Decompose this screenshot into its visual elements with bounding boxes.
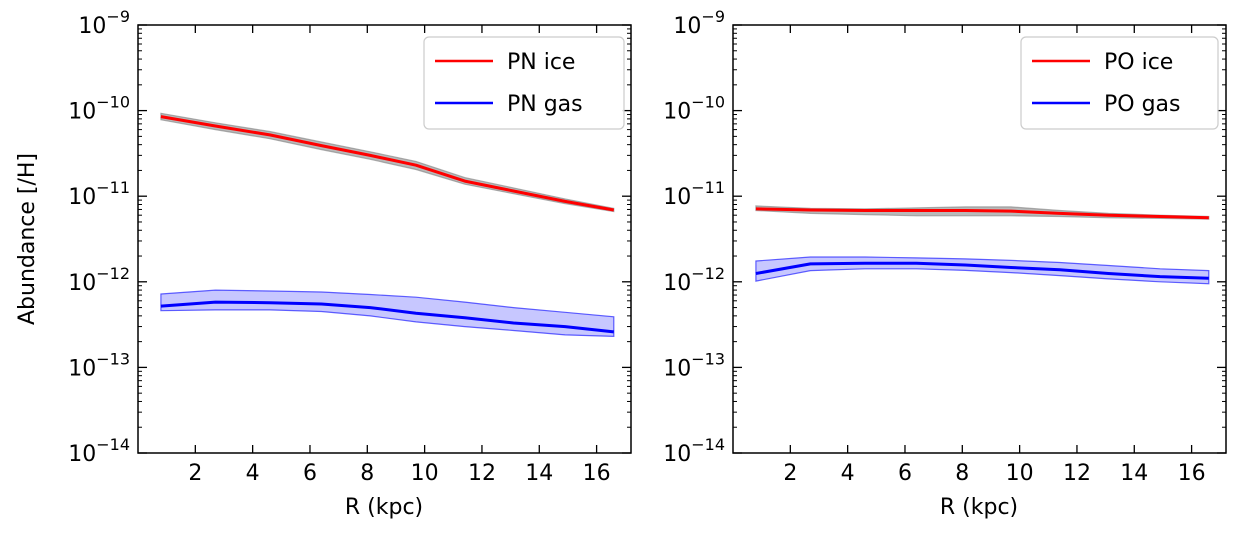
left-x-tick-label: 10 (411, 461, 439, 486)
right-y-tick-label: 10−11 (663, 178, 725, 210)
left-legend-entry-pn-gas: PN gas (507, 92, 583, 117)
left-x-tick-label: 16 (583, 461, 611, 486)
left-y-tick-label: 10−12 (68, 264, 130, 296)
right-x-axis-label: R (kpc) (940, 495, 1018, 520)
right-x-tick-label: 8 (955, 461, 969, 486)
right-y-tick-label: 10−9 (673, 7, 725, 39)
left-y-tick-label: 10−11 (68, 178, 130, 210)
left-y-tick-label: 10−10 (68, 93, 130, 125)
left-x-tick-label: 2 (188, 461, 202, 486)
left-y-tick-label: 10−14 (68, 435, 130, 467)
left-y-tick-label: 10−13 (68, 349, 130, 381)
right-legend-entry-po-ice: PO ice (1104, 50, 1173, 75)
right-po-ice-line (755, 207, 1209, 220)
left-legend: PN ice PN gas (423, 36, 625, 130)
left-legend-entry-pn-ice: PN ice (507, 50, 575, 75)
right-x-tick-label: 6 (898, 461, 912, 486)
left-x-axis-label: R (kpc) (345, 495, 423, 520)
right-legend: PO ice PO gas (1020, 36, 1219, 130)
right-po-gas-line (755, 261, 1209, 280)
left-pn-gas-band (160, 289, 615, 338)
right-x-tick-label: 12 (1063, 461, 1091, 486)
left-lines (160, 115, 615, 334)
right-x-tick-label: 16 (1178, 461, 1206, 486)
right-x-tick-label: 4 (841, 461, 855, 486)
left-plot-frame (137, 24, 632, 454)
left-pn-gas-line (160, 300, 614, 334)
left-x-tick-label: 12 (468, 461, 496, 486)
right-y-tick-label: 10−13 (663, 349, 725, 381)
left-x-tick-label: 4 (246, 461, 260, 486)
right-y-tick-label: 10−14 (663, 435, 725, 467)
right-bands (755, 205, 1210, 285)
left-pn-ice-line (160, 115, 615, 212)
left-x-tick-label: 8 (360, 461, 374, 486)
right-po-gas-band (755, 256, 1210, 285)
right-y-tick-label: 10−12 (663, 264, 725, 296)
left-y-axis-label: Abundance [/H] (15, 153, 40, 325)
left-x-tick-label: 6 (303, 461, 317, 486)
right-lines (755, 207, 1209, 280)
right-chart: 2 4 6 8 10 12 14 16 10−14 10−13 10−12 10−11 10−10 10−… (663, 7, 1227, 520)
right-x-tick-label: 2 (783, 461, 797, 486)
left-x-tick-label: 14 (525, 461, 553, 486)
right-ticks: 2 4 6 8 10 12 14 16 10−14 10−13 10−12 10−11 10−10 10−… (663, 7, 1226, 486)
left-ticks: 2 4 6 8 10 12 14 16 10−14 10−13 10−12 10−11 10−10 10−… (68, 7, 631, 486)
right-y-tick-label: 10−10 (663, 93, 725, 125)
left-chart: 2 4 6 8 10 12 14 16 10−14 10−13 10−12 10−11 10−10 10−… (15, 7, 632, 520)
right-x-tick-label: 14 (1120, 461, 1148, 486)
right-plot-frame (732, 24, 1227, 454)
right-x-tick-label: 10 (1006, 461, 1034, 486)
left-y-tick-label: 10−9 (78, 7, 130, 39)
right-legend-entry-po-gas: PO gas (1104, 92, 1180, 117)
